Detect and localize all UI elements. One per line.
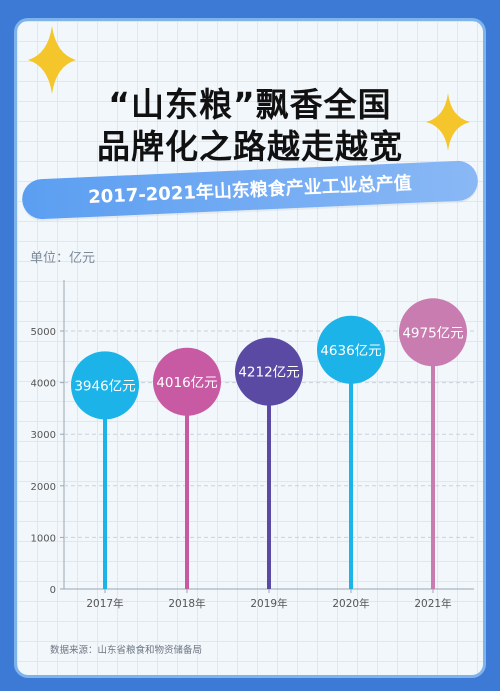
data-label: 4016亿元	[156, 375, 217, 391]
source-note: 数据来源：山东省粮食和物资储备局	[50, 645, 203, 656]
y-tick-label: 3000	[31, 430, 56, 441]
x-tick-label: 2020年	[332, 597, 369, 610]
x-tick-label: 2018年	[168, 597, 205, 610]
page-title-line-1: “山东粮”飘香全国	[108, 85, 392, 124]
y-tick-label: 0	[50, 585, 56, 596]
y-tick-label: 2000	[31, 482, 56, 493]
bar-bubble	[399, 298, 467, 367]
bar-bubble	[235, 337, 303, 406]
y-tick-label: 1000	[31, 533, 56, 544]
y-tick-label: 5000	[31, 327, 56, 338]
y-tick-label: 4000	[31, 379, 56, 390]
x-tick-label: 2017年	[86, 597, 123, 610]
data-label: 4636亿元	[320, 343, 381, 359]
data-label: 4212亿元	[238, 365, 299, 381]
x-tick-label: 2021年	[414, 597, 451, 610]
bar-bubble	[153, 347, 221, 416]
unit-label: 单位：亿元	[30, 251, 96, 266]
bar-bubble	[71, 351, 139, 420]
x-tick-label: 2019年	[250, 597, 287, 610]
page-title-line-2: 品牌化之路越走越宽	[97, 127, 403, 166]
data-label: 4975亿元	[402, 325, 463, 341]
data-label: 3946亿元	[74, 378, 135, 394]
bar-bubble	[317, 315, 385, 384]
